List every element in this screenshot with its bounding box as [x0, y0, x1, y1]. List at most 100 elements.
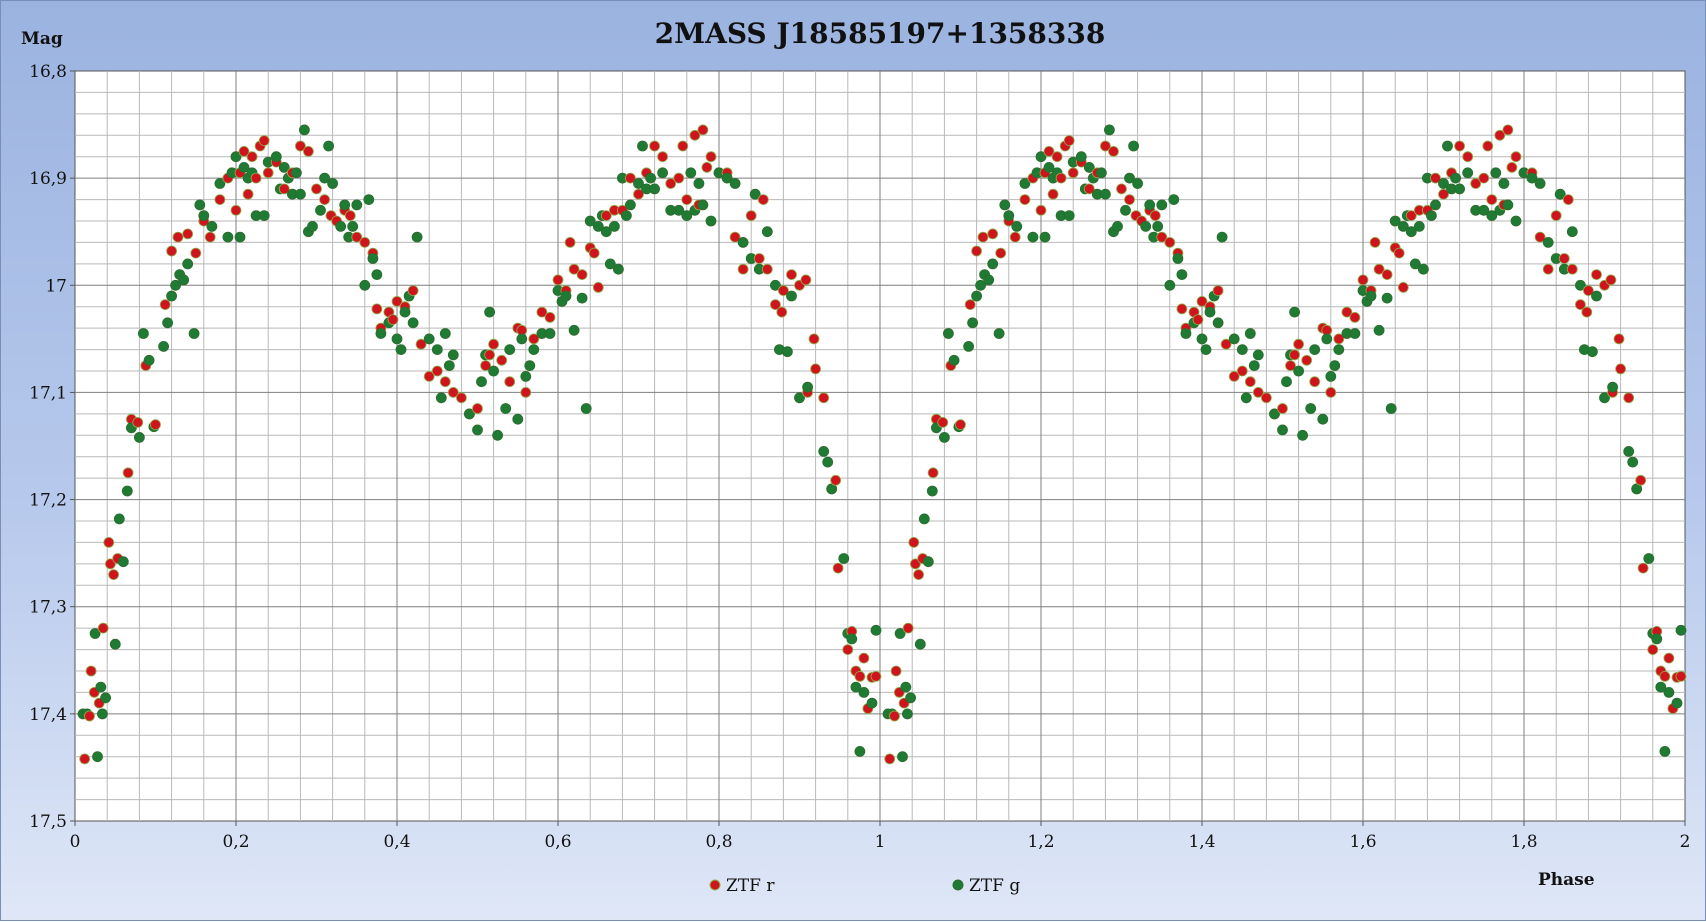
data-point-ztf-g	[1043, 161, 1055, 173]
data-point-ztf-g	[1591, 290, 1602, 302]
data-point-ztf-g	[339, 199, 351, 211]
data-point-ztf-r	[262, 167, 274, 179]
data-point-ztf-g	[681, 210, 693, 222]
data-point-ztf-g	[1248, 360, 1260, 372]
data-point-ztf-g	[633, 178, 644, 189]
data-point-ztf-r	[1277, 403, 1288, 414]
data-point-ztf-r	[132, 416, 144, 428]
data-point-ztf-g	[1381, 292, 1393, 304]
data-point-ztf-g	[649, 183, 660, 195]
legend-marker-ztf-g	[952, 879, 964, 891]
data-point-ztf-g	[1534, 178, 1546, 189]
data-point-ztf-r	[1220, 338, 1232, 350]
data-point-ztf-g	[133, 431, 145, 443]
data-point-ztf-g	[1325, 370, 1337, 382]
data-point-ztf-g	[770, 279, 781, 291]
data-point-ztf-r	[1212, 285, 1224, 297]
data-point-ztf-r	[166, 245, 178, 257]
data-point-ztf-g	[1643, 553, 1655, 564]
data-point-ztf-r	[84, 710, 95, 722]
data-point-ztf-r	[1454, 140, 1465, 152]
data-point-ztf-g	[1035, 151, 1047, 163]
data-point-ztf-g	[435, 392, 447, 404]
data-point-ztf-r	[1542, 263, 1554, 275]
data-point-ztf-g	[137, 328, 149, 339]
data-point-ztf-g	[1124, 172, 1135, 184]
legend-label-ztf-r: ZTF r	[726, 876, 775, 896]
data-point-ztf-g	[838, 553, 850, 564]
data-point-ztf-g	[560, 290, 572, 302]
data-point-ztf-g	[294, 188, 306, 200]
x-tick-label: 1	[875, 832, 886, 852]
data-point-ztf-r	[1156, 231, 1168, 243]
y-tick-label: 17,4	[29, 705, 67, 725]
data-point-ztf-g	[1293, 365, 1304, 377]
x-tick-label: 2	[1680, 832, 1691, 852]
legend: ZTF r ZTF g	[709, 876, 1020, 896]
data-point-ztf-g	[1478, 204, 1490, 216]
data-point-ztf-r	[673, 172, 685, 184]
data-point-ztf-g	[1413, 220, 1425, 232]
data-point-ztf-r	[987, 228, 999, 240]
data-point-ztf-g	[1542, 236, 1554, 248]
data-point-ztf-r	[447, 386, 459, 398]
data-point-ztf-g	[1096, 167, 1107, 179]
data-point-ztf-g	[1405, 226, 1417, 238]
data-point-ztf-g	[963, 340, 974, 352]
data-point-ztf-g	[528, 344, 540, 356]
data-point-ztf-g	[1277, 424, 1288, 436]
data-point-ztf-r	[870, 671, 882, 682]
data-point-ztf-g	[1063, 210, 1075, 222]
data-point-ztf-g	[705, 215, 717, 227]
grid-major	[75, 71, 1685, 821]
data-point-ztf-r	[1550, 210, 1562, 222]
data-point-ztf-g	[188, 328, 200, 339]
data-point-ztf-g	[198, 210, 210, 222]
data-point-ztf-r	[1009, 231, 1021, 243]
data-point-ztf-g	[1152, 220, 1164, 232]
data-point-ztf-g	[89, 628, 101, 639]
data-point-ztf-r	[1019, 194, 1031, 206]
data-point-ztf-r	[786, 269, 797, 281]
data-point-ztf-r	[371, 303, 383, 315]
data-point-ztf-g	[476, 376, 487, 388]
data-point-ztf-g	[520, 370, 532, 382]
data-point-ztf-r	[351, 231, 363, 243]
y-tick-labels: 16,8 16,9 17 17,1 17,2 17,3 17,4 17,5	[29, 62, 75, 832]
data-point-ztf-g	[1168, 194, 1180, 206]
data-point-ztf-g	[278, 161, 290, 173]
data-point-ztf-r	[214, 194, 226, 206]
data-point-ztf-g	[721, 172, 733, 184]
data-point-ztf-r	[150, 419, 161, 431]
data-point-ztf-r	[1486, 194, 1498, 206]
data-point-ztf-r	[344, 210, 356, 222]
data-point-ztf-r	[1566, 263, 1578, 275]
data-point-ztf-r	[439, 376, 451, 388]
data-point-ztf-g	[1269, 408, 1280, 420]
data-point-ztf-r	[1613, 333, 1625, 345]
data-point-ztf-r	[182, 228, 194, 240]
data-point-ztf-g	[1502, 199, 1514, 211]
data-point-ztf-g	[97, 708, 108, 720]
data-point-ztf-r	[1252, 386, 1264, 398]
data-point-ztf-g	[749, 188, 761, 200]
data-point-ztf-r	[1637, 562, 1649, 574]
data-point-ztf-r	[937, 416, 949, 428]
data-point-ztf-g	[584, 215, 596, 227]
x-tick-labels: 0 0,2 0,4 0,6 0,8 1 1,2 1,4 1,6 1,8 2	[70, 821, 1691, 852]
data-point-ztf-r	[1124, 194, 1135, 206]
data-point-ztf-r	[431, 365, 443, 377]
data-point-ztf-r	[995, 247, 1007, 259]
data-point-ztf-g	[117, 556, 129, 568]
data-point-ztf-g	[1418, 263, 1429, 275]
data-point-ztf-r	[927, 467, 939, 479]
data-point-ztf-r	[407, 285, 419, 297]
data-point-ztf-g	[1365, 290, 1377, 302]
data-point-ztf-g	[999, 199, 1011, 211]
data-point-ztf-g	[987, 258, 999, 270]
data-point-ztf-g	[782, 346, 793, 358]
data-point-ztf-g	[905, 692, 916, 704]
data-point-ztf-r	[1176, 303, 1188, 315]
